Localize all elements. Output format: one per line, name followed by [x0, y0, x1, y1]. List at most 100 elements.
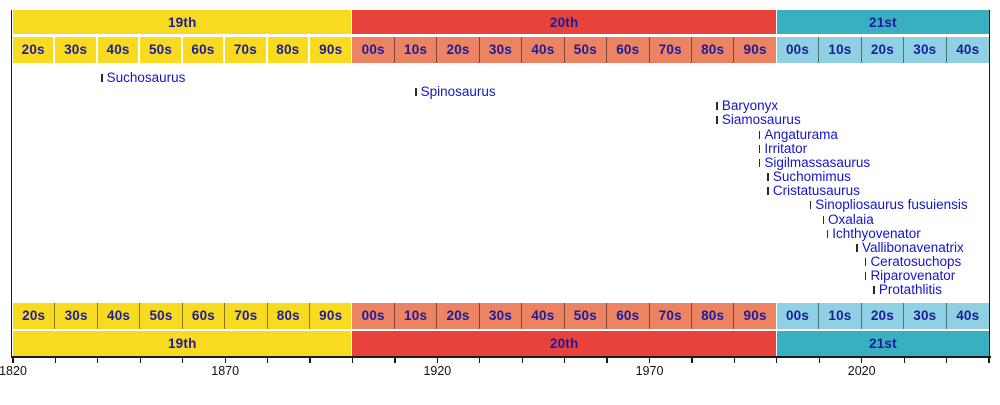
taxon-entry: Angaturama: [758, 126, 838, 142]
century-cell-21st: 21st: [776, 330, 989, 356]
decade-label: 60s: [191, 42, 215, 57]
taxon-entry: Suchomimus: [767, 170, 851, 184]
decade-label: 80s: [276, 308, 300, 324]
taxon-label[interactable]: Irritator: [764, 140, 808, 156]
decade-label: 20s: [446, 42, 470, 57]
taxon-entry: Cristatusaurus: [767, 184, 860, 198]
axis-year-label: 1820: [0, 363, 27, 378]
decade-cell: 20s: [861, 36, 905, 63]
decade-cell: 40s: [522, 303, 565, 329]
axis-tick: [351, 357, 354, 363]
axis-tick: [267, 357, 269, 363]
decade-cell: 80s: [267, 303, 311, 329]
taxon-label[interactable]: Sinopliosaurus fusuiensis: [815, 197, 968, 213]
decade-cell: 20s: [437, 36, 480, 63]
taxon-label[interactable]: Riparovenator: [870, 268, 956, 284]
century-label: 20th: [549, 335, 579, 351]
decade-cell: 30s: [55, 303, 98, 329]
taxon-label[interactable]: Baryonyx: [721, 98, 779, 114]
axis-tick: [97, 357, 99, 363]
taxon-tick-icon: [822, 215, 824, 224]
taxon-entry: Vallibonavenatrix: [856, 239, 964, 255]
taxon-label[interactable]: Suchosaurus: [106, 70, 186, 85]
decade-cell: 30s: [479, 36, 523, 63]
decade-label: 20s: [21, 42, 45, 57]
taxon-label[interactable]: Siamosaurus: [721, 112, 801, 128]
taxon-label[interactable]: Cristatusaurus: [772, 183, 860, 199]
taxon-label[interactable]: Angaturama: [764, 126, 838, 142]
century-label: 21st: [868, 14, 897, 30]
decade-cell: 70s: [649, 36, 692, 63]
taxon-label[interactable]: Suchomimus: [772, 169, 851, 185]
decade-cell: 70s: [649, 303, 692, 329]
decade-cell: 40s: [97, 36, 141, 63]
decade-cell: 50s: [564, 36, 608, 63]
decade-label: 60s: [191, 308, 215, 324]
taxon-label[interactable]: Vallibonavenatrix: [861, 239, 964, 255]
taxon-label[interactable]: Ichthyovenator: [832, 225, 921, 241]
decade-cell: 00s: [776, 36, 820, 63]
decade-cell: 20s: [437, 303, 480, 329]
decade-label: 90s: [743, 308, 767, 324]
axis-tick: [903, 357, 905, 363]
axis-tick: [479, 357, 481, 363]
decade-label: 70s: [234, 308, 258, 324]
decade-cell: 30s: [55, 36, 98, 63]
century-cell-19th: 19th: [13, 10, 353, 34]
decade-cell: 60s: [182, 36, 226, 63]
decade-label: 30s: [488, 308, 513, 324]
axis-tick: [182, 357, 184, 363]
taxon-tick-icon: [716, 102, 718, 111]
century-cell-20th: 20th: [352, 330, 777, 356]
axis-tick: [436, 357, 438, 363]
taxon-label[interactable]: Oxalaia: [828, 211, 874, 227]
decade-label: 80s: [276, 42, 300, 57]
decade-label: 40s: [107, 308, 131, 324]
decade-label: 30s: [488, 42, 513, 57]
taxon-label[interactable]: Protathlitis: [878, 282, 942, 298]
decade-cell: 20s: [13, 303, 56, 329]
axis-year-label: 1870: [211, 363, 240, 378]
decade-cell: 90s: [734, 36, 777, 63]
axis-year-label: 1970: [635, 363, 664, 378]
decade-label: 40s: [531, 42, 555, 57]
taxon-tick-icon: [415, 88, 417, 97]
decade-cell: 70s: [225, 303, 268, 329]
decade-cell: 60s: [607, 36, 650, 63]
taxon-tick-icon: [856, 243, 858, 252]
plot-right-border: [989, 10, 991, 358]
decade-label: 70s: [658, 308, 682, 324]
decade-cell: 40s: [522, 36, 565, 63]
axis-tick: [564, 357, 566, 363]
century-label: 19th: [167, 335, 197, 351]
taxon-label[interactable]: Ceratosuchops: [870, 253, 962, 269]
decade-cell: 00s: [352, 303, 395, 329]
decade-label: 70s: [658, 42, 682, 57]
taxon-label[interactable]: Sigilmassasaurus: [764, 154, 871, 170]
decade-label: 10s: [828, 308, 852, 324]
decade-cell: 40s: [946, 36, 989, 63]
century-cell-21st: 21st: [776, 10, 989, 34]
axis-baseline: [11, 356, 991, 358]
decade-cell: 10s: [819, 36, 862, 63]
decade-cell: 30s: [479, 303, 523, 329]
decade-label: 80s: [701, 42, 725, 57]
decade-cell: 20s: [13, 36, 56, 63]
decade-cell: 70s: [225, 36, 268, 63]
axis-tick: [945, 357, 948, 363]
century-label: 21st: [868, 335, 897, 351]
decade-label: 20s: [870, 308, 894, 324]
taxon-tick-icon: [101, 74, 103, 82]
decade-cell: 50s: [140, 36, 183, 63]
decade-label: 10s: [828, 42, 852, 57]
decade-label: 50s: [573, 42, 597, 57]
decade-cell: 50s: [140, 303, 183, 329]
taxon-tick-icon: [767, 173, 769, 182]
taxon-tick-icon: [873, 286, 875, 295]
decade-cell: 90s: [310, 303, 353, 329]
taxon-label[interactable]: Spinosaurus: [420, 84, 496, 100]
decade-label: 10s: [404, 42, 428, 57]
decade-label: 20s: [870, 42, 894, 57]
